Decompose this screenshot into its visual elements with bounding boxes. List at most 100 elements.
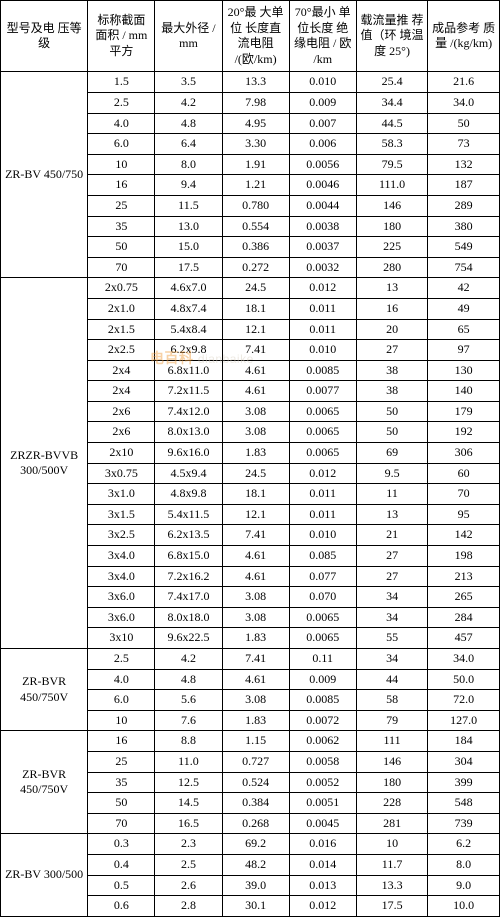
data-cell: 0.011 [289, 504, 356, 525]
data-cell: 34 [356, 607, 428, 628]
data-cell: 18.1 [222, 298, 289, 319]
data-cell: 11 [356, 484, 428, 505]
table-row: ZR-BV 300/5000.32.369.20.016106.2 [1, 834, 500, 855]
data-cell: 0.0065 [289, 443, 356, 464]
data-cell: 2x6 [88, 401, 155, 422]
data-cell: 70 [88, 257, 155, 278]
data-cell: 111 [356, 731, 428, 752]
data-cell: 25.4 [356, 72, 428, 93]
data-cell: 187 [428, 175, 500, 196]
data-cell: 265 [428, 587, 500, 608]
data-cell: 50 [88, 793, 155, 814]
data-cell: 0.0038 [289, 216, 356, 237]
data-cell: 7.2x16.2 [155, 566, 222, 587]
data-cell: 21.6 [428, 72, 500, 93]
data-cell: 6.0 [88, 690, 155, 711]
data-cell: 79.5 [356, 154, 428, 175]
data-cell: 73 [428, 134, 500, 155]
data-cell: 3x1.5 [88, 504, 155, 525]
header-model: 型号及电 压等级 [1, 1, 88, 72]
data-cell: 0.010 [289, 525, 356, 546]
cable-spec-table: 型号及电 压等级 标称截面 面积 / mm 平方 最大外径 / mm 20°最 … [0, 0, 500, 917]
data-cell: 1.83 [222, 710, 289, 731]
data-cell: 4.8x9.8 [155, 484, 222, 505]
data-cell: 13 [356, 278, 428, 299]
data-cell: 9.5 [356, 463, 428, 484]
data-cell: 4.5x9.4 [155, 463, 222, 484]
data-cell: 9.6x22.5 [155, 628, 222, 649]
data-cell: 34 [356, 587, 428, 608]
data-cell: 4.8 [155, 669, 222, 690]
data-cell: 0.727 [222, 751, 289, 772]
data-cell: 0.0032 [289, 257, 356, 278]
data-cell: 16.5 [155, 813, 222, 834]
data-cell: 1.15 [222, 731, 289, 752]
data-cell: 7.41 [222, 649, 289, 670]
data-cell: 0.0058 [289, 751, 356, 772]
data-cell: 4.61 [222, 546, 289, 567]
data-cell: 0.014 [289, 854, 356, 875]
data-cell: 1.5 [88, 72, 155, 93]
data-cell: 0.0072 [289, 710, 356, 731]
data-cell: 50.0 [428, 669, 500, 690]
data-cell: 60 [428, 463, 500, 484]
data-cell: 8.0x13.0 [155, 422, 222, 443]
data-cell: 2x1.0 [88, 298, 155, 319]
data-cell: 0.386 [222, 237, 289, 258]
data-cell: 754 [428, 257, 500, 278]
data-cell: 10 [88, 154, 155, 175]
data-cell: 6.8x15.0 [155, 546, 222, 567]
data-cell: 4.61 [222, 566, 289, 587]
data-cell: 0.011 [289, 484, 356, 505]
data-cell: 1.83 [222, 628, 289, 649]
data-cell: 1.21 [222, 175, 289, 196]
data-cell: 27 [356, 340, 428, 361]
data-cell: 58.3 [356, 134, 428, 155]
data-cell: 180 [356, 772, 428, 793]
header-mass: 成品参考 质量 /(kg/km) [428, 1, 500, 72]
data-cell: 280 [356, 257, 428, 278]
data-cell: 0.0085 [289, 690, 356, 711]
data-cell: 11.5 [155, 195, 222, 216]
data-cell: 399 [428, 772, 500, 793]
data-cell: 2x2.5 [88, 340, 155, 361]
data-cell: 284 [428, 607, 500, 628]
data-cell: 9.4 [155, 175, 222, 196]
data-cell: 0.0045 [289, 813, 356, 834]
model-cell: ZR-BVR 450/750V [1, 731, 88, 834]
header-od: 最大外径 / mm [155, 1, 222, 72]
data-cell: 10 [88, 710, 155, 731]
data-cell: 2.3 [155, 834, 222, 855]
data-cell: 1.91 [222, 154, 289, 175]
data-cell: 10 [356, 834, 428, 855]
data-cell: 72.0 [428, 690, 500, 711]
data-cell: 8.0 [428, 854, 500, 875]
data-cell: 0.070 [289, 587, 356, 608]
data-cell: 0.085 [289, 546, 356, 567]
data-cell: 4.2 [155, 92, 222, 113]
data-cell: 35 [88, 772, 155, 793]
header-res70: 70°最小 单位长度 绝缘电阻 / 欧 /km [289, 1, 356, 72]
data-cell: 6.0 [88, 134, 155, 155]
data-cell: 58 [356, 690, 428, 711]
data-cell: 2.8 [155, 896, 222, 917]
data-cell: 3.30 [222, 134, 289, 155]
table-row: ZR-BV 450/7501.53.513.30.01025.421.6 [1, 72, 500, 93]
data-cell: 0.013 [289, 875, 356, 896]
data-cell: 3.08 [222, 401, 289, 422]
data-cell: 25 [88, 195, 155, 216]
data-cell: 70 [428, 484, 500, 505]
data-cell: 12.1 [222, 319, 289, 340]
data-cell: 289 [428, 195, 500, 216]
data-cell: 0.384 [222, 793, 289, 814]
data-cell: 0.0037 [289, 237, 356, 258]
data-cell: 6.2x13.5 [155, 525, 222, 546]
data-cell: 0.11 [289, 649, 356, 670]
data-cell: 2x4 [88, 381, 155, 402]
data-cell: 24.5 [222, 463, 289, 484]
data-cell: 3x4.0 [88, 546, 155, 567]
data-cell: 179 [428, 401, 500, 422]
data-cell: 55 [356, 628, 428, 649]
data-cell: 16 [88, 731, 155, 752]
data-cell: 0.5 [88, 875, 155, 896]
